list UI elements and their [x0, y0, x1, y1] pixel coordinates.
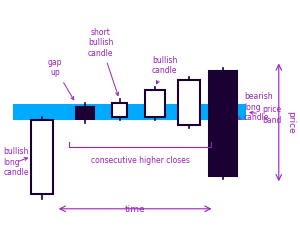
Bar — [209, 70, 237, 176]
Bar — [76, 107, 94, 119]
Text: price: price — [286, 112, 295, 134]
Text: price
band: price band — [250, 105, 281, 125]
Text: short
bullish
candle: short bullish candle — [88, 28, 118, 95]
Bar — [145, 90, 165, 117]
Bar — [178, 80, 200, 125]
Text: bullish
candle: bullish candle — [152, 56, 178, 84]
Text: consecutive higher closes: consecutive higher closes — [91, 156, 190, 165]
Text: bullish
long
candle: bullish long candle — [3, 147, 29, 177]
Text: bearish
long
candle: bearish long candle — [238, 92, 273, 122]
Bar — [112, 103, 127, 117]
Bar — [31, 120, 53, 194]
Text: time: time — [125, 205, 146, 214]
Bar — [13, 104, 246, 120]
Text: gap
up: gap up — [48, 58, 74, 100]
